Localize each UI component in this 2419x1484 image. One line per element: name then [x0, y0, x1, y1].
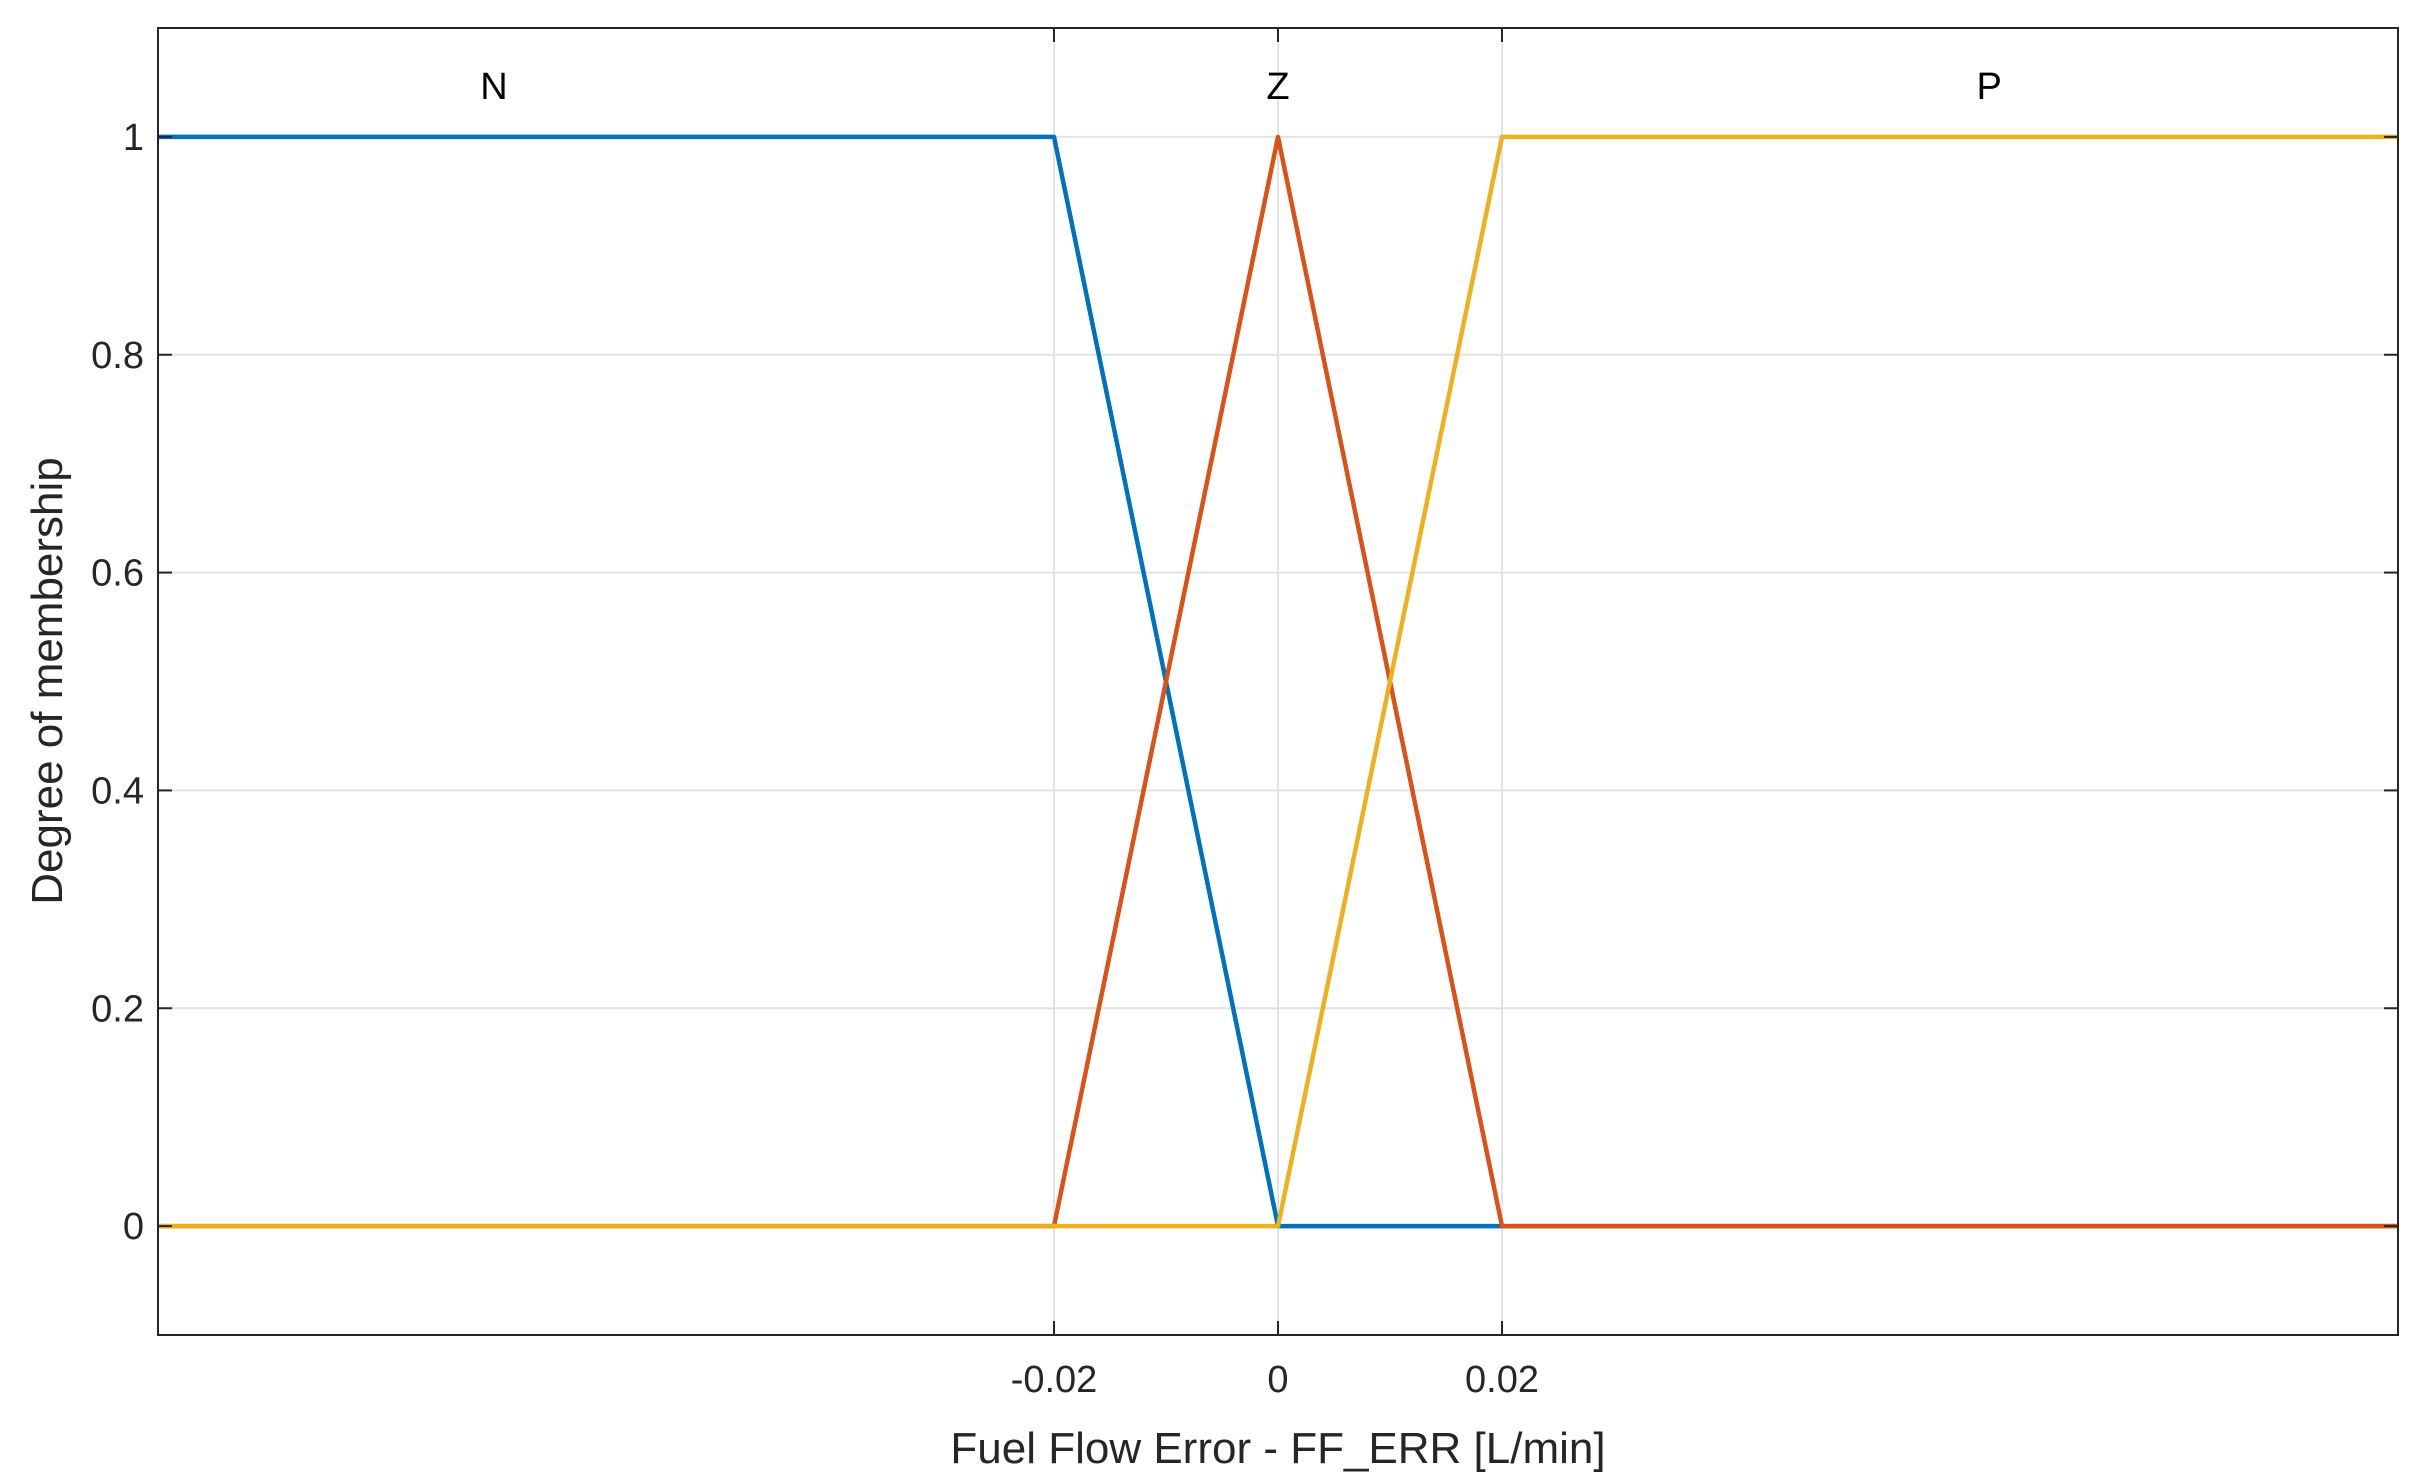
axis-ticks: 0 0.2 0.4 0.6 0.8 1 -0.02 0 0.02	[91, 28, 2398, 1401]
y-axis-label: Degree of membership	[23, 457, 72, 905]
series-line-p	[158, 134, 2398, 1229]
x-axis-label: Fuel Flow Error - FF_ERR [L/min]	[950, 1424, 1605, 1473]
membership-label-z: Z	[1266, 66, 1289, 108]
y-tick-label: 1	[123, 117, 144, 159]
y-tick-label: 0.2	[91, 988, 144, 1030]
series-lines	[158, 134, 2398, 1229]
y-tick-label: 0.8	[91, 335, 144, 377]
y-tick-label: 0.4	[91, 770, 144, 812]
x-tick-label: 0.02	[1465, 1359, 1539, 1401]
y-tick-label: 0	[123, 1206, 144, 1248]
y-tick-label: 0.6	[91, 553, 144, 595]
membership-label-n: N	[480, 66, 507, 108]
membership-label-p: P	[1977, 66, 2002, 108]
x-tick-label: -0.02	[1011, 1359, 1098, 1401]
x-tick-label: 0	[1267, 1359, 1288, 1401]
